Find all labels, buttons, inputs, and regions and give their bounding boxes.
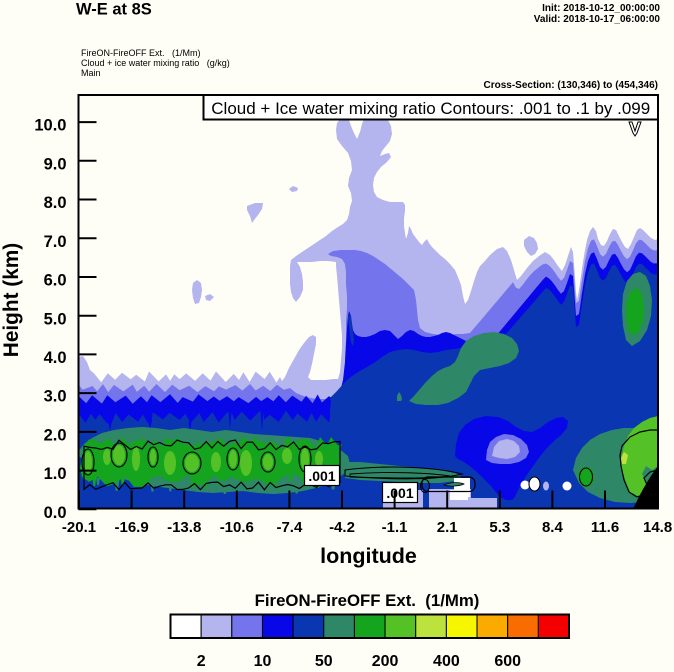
svg-text:2.1: 2.1: [437, 519, 458, 536]
svg-text:W-E at 8S: W-E at 8S: [76, 0, 152, 18]
svg-text:6.0: 6.0: [44, 272, 67, 290]
svg-text:5.0: 5.0: [44, 310, 67, 328]
svg-text:0.0: 0.0: [44, 504, 67, 522]
svg-text:2.0: 2.0: [44, 427, 67, 445]
svg-text:3.0: 3.0: [44, 388, 67, 406]
svg-text:FireON-FireOFF Ext. (1/Mm): FireON-FireOFF Ext. (1/Mm): [81, 48, 201, 58]
svg-text:400: 400: [433, 653, 460, 667]
svg-text:Cloud + Ice water mixing ratio: Cloud + Ice water mixing ratio Contours:…: [211, 99, 650, 118]
svg-text:-20.1: -20.1: [62, 519, 96, 536]
svg-text:14.8: 14.8: [643, 519, 672, 536]
svg-text:8.4: 8.4: [542, 519, 564, 536]
svg-text:50: 50: [315, 653, 333, 667]
svg-text:longitude: longitude: [320, 544, 417, 568]
svg-text:-4.2: -4.2: [329, 519, 355, 536]
svg-text:-16.9: -16.9: [114, 519, 148, 536]
svg-text:7.0: 7.0: [44, 233, 67, 251]
svg-text:Cloud + ice water mixing ratio: Cloud + ice water mixing ratio (g/kg): [81, 58, 230, 68]
svg-text:8.0: 8.0: [44, 194, 67, 212]
svg-text:9.0: 9.0: [44, 155, 67, 173]
svg-text:.001: .001: [386, 485, 413, 501]
svg-text:1.0: 1.0: [44, 465, 67, 483]
svg-text:-1.1: -1.1: [382, 519, 408, 536]
svg-text:Cross-Section: (130,346) to (4: Cross-Section: (130,346) to (454,346): [483, 80, 658, 91]
svg-text:FireON-FireOFF Ext. (1/Mm): FireON-FireOFF Ext. (1/Mm): [255, 591, 480, 610]
svg-text:4.0: 4.0: [44, 349, 67, 367]
svg-text:11.6: 11.6: [591, 519, 619, 536]
svg-text:2: 2: [197, 653, 206, 667]
svg-text:Init: 2018-10-12_00:00:00: Init: 2018-10-12_00:00:00: [542, 3, 660, 14]
svg-text:600: 600: [494, 653, 521, 667]
svg-text:200: 200: [372, 653, 399, 667]
svg-text:10: 10: [254, 653, 272, 667]
svg-text:Valid: 2018-10-17_06:00:00: Valid: 2018-10-17_06:00:00: [534, 14, 661, 25]
svg-text:.001: .001: [308, 468, 335, 484]
svg-text:-7.4: -7.4: [276, 519, 303, 536]
svg-text:-10.6: -10.6: [220, 519, 254, 536]
svg-text:5.3: 5.3: [489, 519, 510, 536]
svg-text:Height (km): Height (km): [0, 243, 23, 357]
svg-text:-13.8: -13.8: [167, 519, 201, 536]
svg-text:10.0: 10.0: [34, 117, 66, 135]
svg-text:Main: Main: [81, 68, 101, 78]
